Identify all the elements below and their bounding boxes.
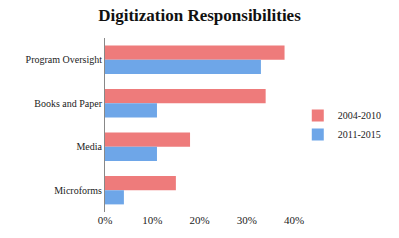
svg-text:Program Oversight: Program Oversight: [26, 54, 103, 65]
svg-text:Digitization Responsibilities: Digitization Responsibilities: [98, 6, 301, 25]
svg-text:Books and Paper: Books and Paper: [34, 98, 102, 109]
svg-text:40%: 40%: [284, 214, 304, 226]
svg-text:Microforms: Microforms: [54, 185, 102, 196]
svg-text:Media: Media: [76, 141, 102, 152]
svg-text:2004-2010: 2004-2010: [338, 110, 381, 121]
svg-text:0%: 0%: [98, 214, 113, 226]
svg-text:2011-2015: 2011-2015: [338, 129, 381, 140]
svg-text:20%: 20%: [189, 214, 209, 226]
svg-text:30%: 30%: [237, 214, 257, 226]
svg-text:10%: 10%: [142, 214, 162, 226]
